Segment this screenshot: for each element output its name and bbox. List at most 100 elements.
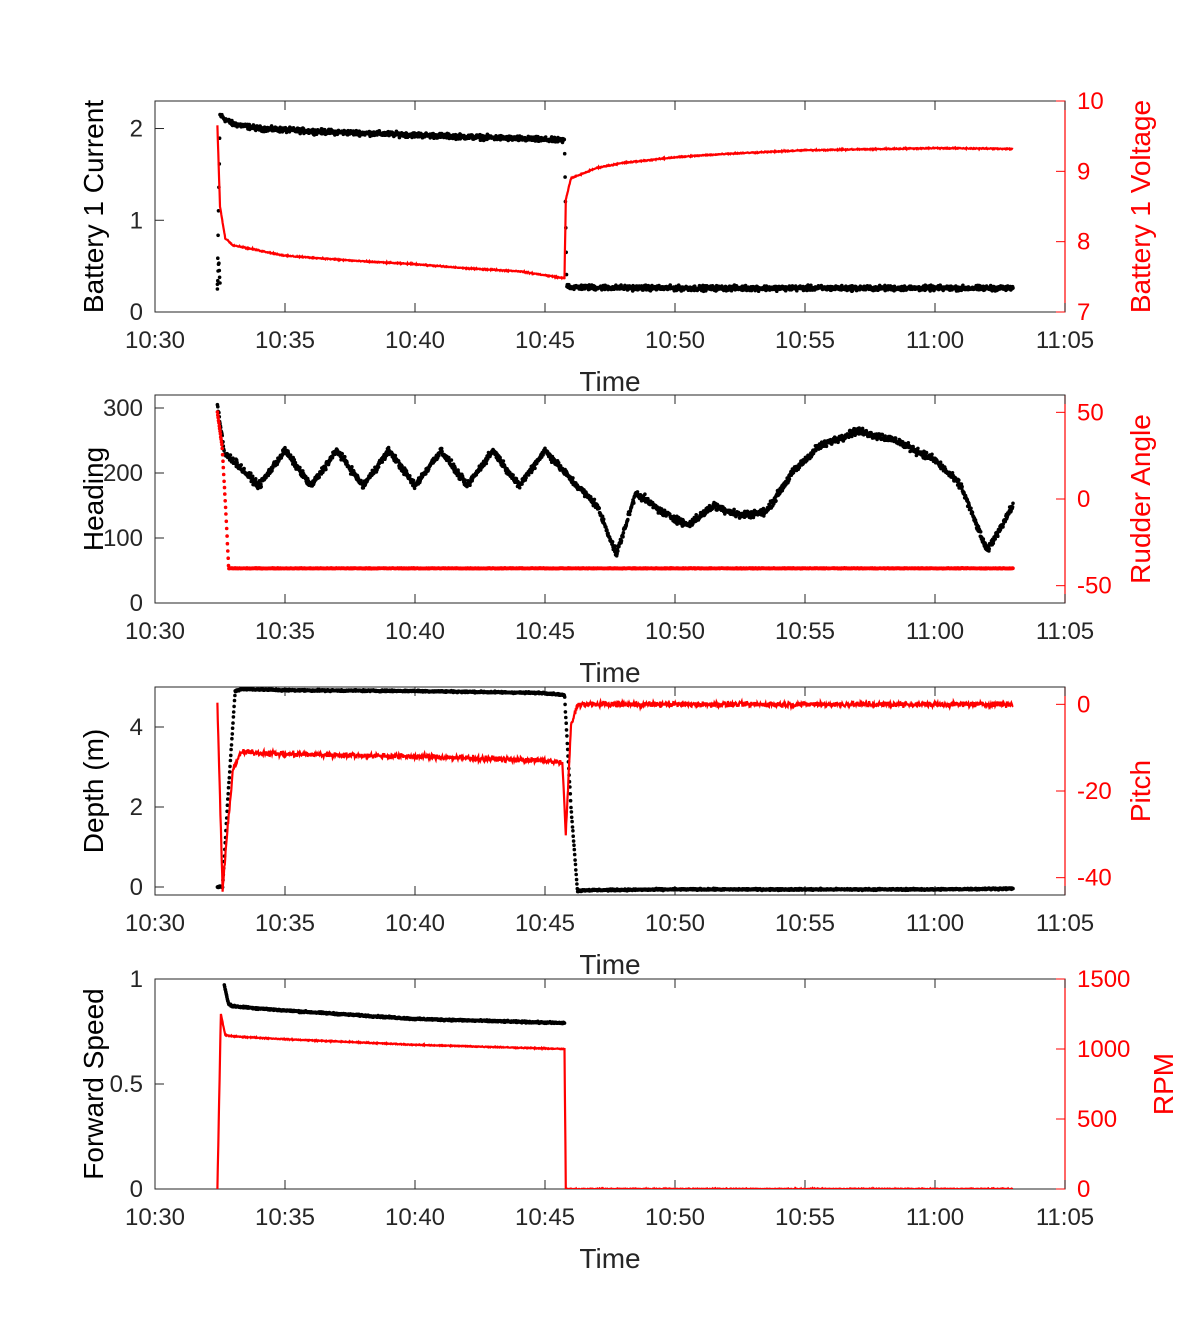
x-tick-label: 11:00 [906,618,964,645]
data-point [991,541,996,546]
data-point [824,444,829,449]
data-point [216,256,220,261]
data-point [938,460,943,465]
data-point [215,410,220,414]
data-point [216,415,220,420]
data-point [288,453,293,457]
panel-1: 10:30 10:35 10:40 10:45 10:50 10:55 11:00 11:05… [78,88,1156,397]
series-1-points [215,112,1015,294]
data-point [996,534,1000,538]
data-point [221,465,226,470]
data-point [217,421,221,425]
data-point [330,455,335,460]
data-point [498,455,502,460]
data-point [412,486,417,491]
data-point [324,467,328,472]
x-tick-label: 11:00 [906,327,964,354]
right-axis-label: Rudder Angle [1125,414,1156,584]
x-tick-label: 10:55 [775,618,835,645]
data-point [668,283,672,287]
data-point [220,452,225,457]
data-point [218,281,222,285]
right-tick-label: 10 [1077,88,1104,115]
data-point [563,175,567,179]
data-point [298,465,302,470]
data-point [959,482,964,486]
x-tick-label: 10:45 [515,618,575,645]
data-point [216,233,220,238]
data-point [292,458,297,462]
data-point [809,283,813,288]
series-3-line [216,125,1014,281]
data-point [404,469,409,473]
x-tick-label: 10:55 [775,327,835,354]
data-point [632,501,636,505]
data-point [1011,501,1015,506]
data-point [225,534,229,538]
data-point [562,137,567,142]
data-point [600,514,605,519]
data-point [761,506,766,511]
x-tick-label: 10:40 [385,618,445,645]
data-point [643,492,647,497]
data-point [616,549,620,553]
x-tick-label: 10:50 [645,618,705,645]
data-point [220,446,224,451]
left-axis-label: Heading [78,447,109,551]
data-point [556,461,561,465]
data-point [259,484,264,489]
data-point [993,537,997,541]
right-tick-label: 0 [1077,486,1090,513]
data-point [253,477,258,481]
data-point [930,452,934,457]
data-point [286,451,291,455]
plot-frame [154,100,1066,313]
data-point [621,535,625,539]
data-point [456,468,460,472]
data-point [1001,525,1005,529]
data-point [571,476,575,480]
data-point [883,434,887,438]
data-point [400,464,404,468]
x-tick-label: 10:50 [645,327,705,354]
right-tick-label: 7 [1077,299,1090,326]
data-point [1001,522,1006,526]
left-tick-label: 1 [130,207,143,234]
data-point [340,452,345,456]
data-point [916,446,920,451]
data-point [449,458,454,462]
data-point [880,432,885,437]
data-point [597,506,601,511]
series-group [215,402,1015,571]
data-point [231,456,235,461]
data-point [250,474,255,479]
data-point [732,507,736,512]
data-point [924,450,929,455]
plot-frame [154,394,1066,604]
data-point [969,506,973,511]
data-point [626,517,630,522]
data-point [552,458,557,462]
data-point [376,465,381,469]
data-point [613,544,617,548]
data-point [224,519,229,524]
data-point [621,530,626,535]
data-point [217,261,221,266]
data-point [970,510,975,515]
data-point [408,474,412,478]
data-point [223,499,227,503]
x-axis-label: Time [579,657,640,688]
data-point [411,478,416,483]
data-point [906,441,911,445]
x-tick-label: 11:05 [1036,618,1094,645]
data-point [848,428,852,433]
data-point [221,459,225,464]
data-point [317,475,322,480]
data-point [610,540,615,544]
right-tick-label: 9 [1077,158,1090,185]
left-tick-label: 100 [103,525,143,552]
left-tick-label: 0 [130,299,143,326]
data-point [978,530,983,534]
data-point [249,471,253,476]
x-tick-label: 10:45 [515,327,575,354]
